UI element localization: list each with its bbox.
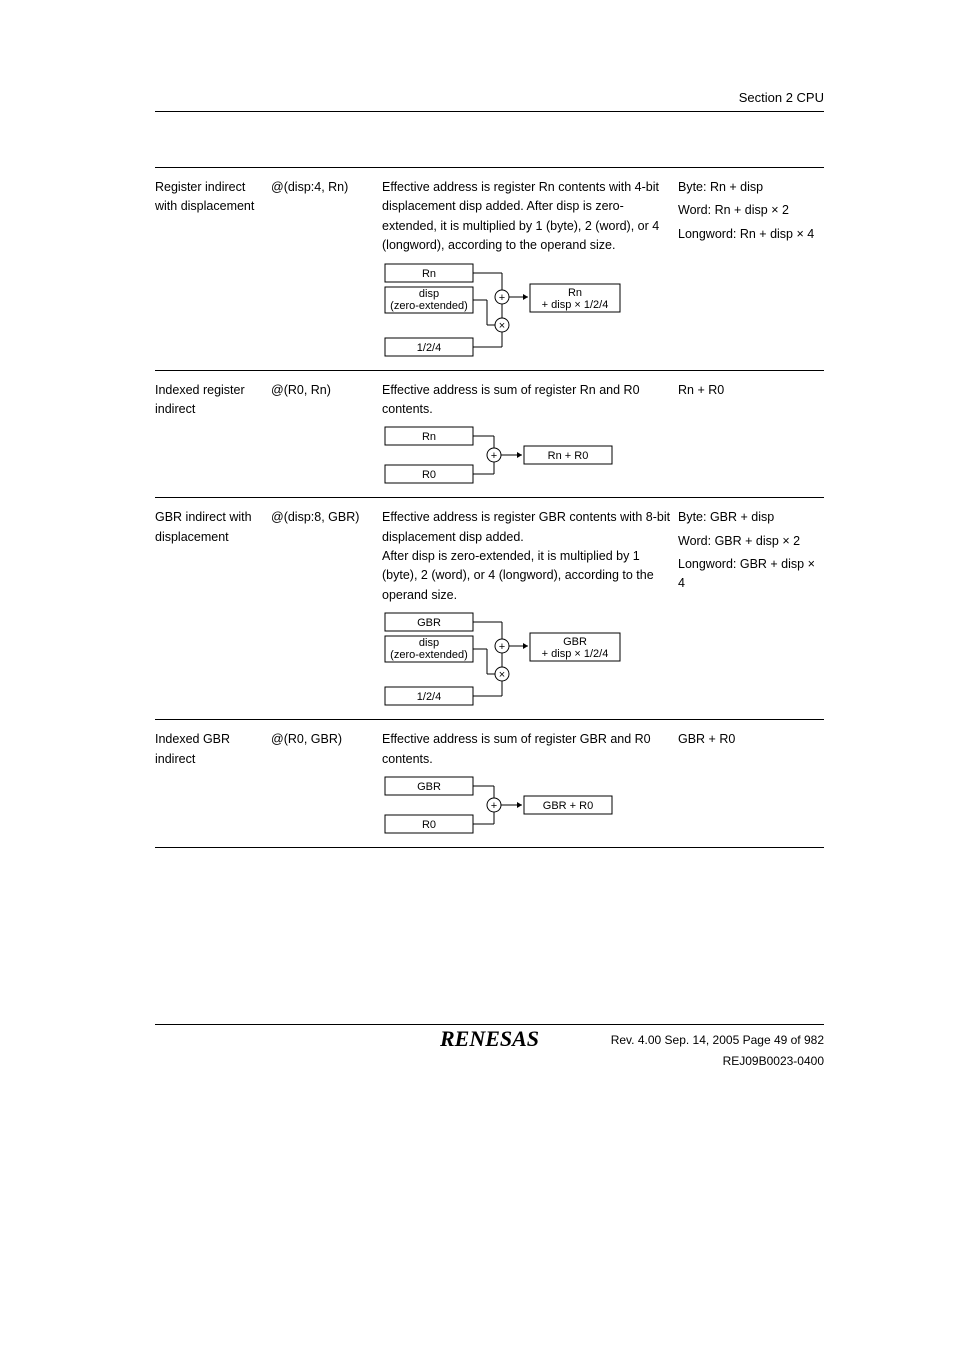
svg-text:+: + bbox=[499, 292, 505, 304]
calc-line: Longword: Rn + disp × 4 bbox=[678, 225, 818, 244]
diagram-disp-mult: GBR disp (zero-extended) 1/2/4 + × bbox=[382, 611, 632, 709]
ea-desc: Effective address is sum of register GBR… bbox=[382, 730, 672, 769]
svg-text:×: × bbox=[499, 320, 505, 332]
svg-text:×: × bbox=[499, 669, 505, 681]
diagram-disp-mult: Rn disp (zero-extended) 1/2/4 + × bbox=[382, 262, 632, 360]
svg-text:R0: R0 bbox=[422, 469, 436, 481]
addressing-modes-table: Register indirect with displacement @(di… bbox=[155, 167, 824, 848]
calc-line: Word: Rn + disp × 2 bbox=[678, 201, 818, 220]
ea-desc: Effective address is sum of register Rn … bbox=[382, 381, 672, 420]
format-cell: @(R0, Rn) bbox=[271, 370, 382, 498]
ea-desc: Effective address is register Rn content… bbox=[382, 178, 672, 256]
mode-cell: GBR indirect with displacement bbox=[155, 498, 271, 720]
svg-text:Rn: Rn bbox=[422, 268, 436, 280]
calc-cell: Byte: Rn + disp Word: Rn + disp × 2 Long… bbox=[678, 168, 824, 371]
diagram-two-input: Rn R0 + Rn + R0 bbox=[382, 425, 622, 487]
svg-text:disp: disp bbox=[419, 637, 439, 649]
ea-cell: Effective address is register GBR conten… bbox=[382, 498, 678, 720]
page-footer: Rev. 4.00 Sep. 14, 2005 Page 49 of 982 R… bbox=[155, 1024, 824, 1071]
svg-text:(zero-extended): (zero-extended) bbox=[390, 649, 468, 661]
ea-cell: Effective address is sum of register GBR… bbox=[382, 720, 678, 848]
calc-line: GBR + R0 bbox=[678, 730, 818, 749]
calc-line: Byte: Rn + disp bbox=[678, 178, 818, 197]
calc-line: Word: GBR + disp × 2 bbox=[678, 532, 818, 551]
format-cell: @(disp:4, Rn) bbox=[271, 168, 382, 371]
svg-text:Rn: Rn bbox=[568, 287, 582, 299]
ea-desc: Effective address is register GBR conten… bbox=[382, 508, 672, 605]
svg-text:+: + bbox=[491, 800, 497, 812]
calc-cell: GBR + R0 bbox=[678, 720, 824, 848]
ea-cell: Effective address is register Rn content… bbox=[382, 168, 678, 371]
svg-text:GBR: GBR bbox=[417, 617, 441, 629]
svg-text:GBR: GBR bbox=[563, 636, 587, 648]
svg-text:1/2/4: 1/2/4 bbox=[417, 342, 441, 354]
svg-text:GBR + R0: GBR + R0 bbox=[543, 800, 593, 812]
header-rule: Section 2 CPU bbox=[155, 90, 824, 112]
calc-cell: Byte: GBR + disp Word: GBR + disp × 2 Lo… bbox=[678, 498, 824, 720]
calc-line: Byte: GBR + disp bbox=[678, 508, 818, 527]
table-row: Indexed register indirect @(R0, Rn) Effe… bbox=[155, 370, 824, 498]
svg-text:+ disp × 1/2/4: + disp × 1/2/4 bbox=[542, 299, 609, 311]
ea-cell: Effective address is sum of register Rn … bbox=[382, 370, 678, 498]
page: Section 2 CPU Register indirect with dis… bbox=[0, 0, 954, 1351]
table-row: Indexed GBR indirect @(R0, GBR) Effectiv… bbox=[155, 720, 824, 848]
footer-docid: REJ09B0023-0400 bbox=[155, 1052, 824, 1071]
svg-text:+ disp × 1/2/4: + disp × 1/2/4 bbox=[542, 648, 609, 660]
mode-cell: Indexed GBR indirect bbox=[155, 720, 271, 848]
mode-cell: Indexed register indirect bbox=[155, 370, 271, 498]
svg-text:disp: disp bbox=[419, 288, 439, 300]
table-row: Register indirect with displacement @(di… bbox=[155, 168, 824, 371]
section-label: Section 2 CPU bbox=[155, 90, 824, 111]
format-cell: @(R0, GBR) bbox=[271, 720, 382, 848]
svg-text:R0: R0 bbox=[422, 819, 436, 831]
calc-line: Rn + R0 bbox=[678, 381, 818, 400]
diagram-two-input: GBR R0 + GBR + R0 bbox=[382, 775, 622, 837]
svg-text:1/2/4: 1/2/4 bbox=[417, 691, 441, 703]
svg-text:+: + bbox=[491, 450, 497, 462]
format-cell: @(disp:8, GBR) bbox=[271, 498, 382, 720]
svg-text:(zero-extended): (zero-extended) bbox=[390, 300, 468, 312]
mode-cell: Register indirect with displacement bbox=[155, 168, 271, 371]
table-row: GBR indirect with displacement @(disp:8,… bbox=[155, 498, 824, 720]
svg-text:Rn: Rn bbox=[422, 431, 436, 443]
svg-text:GBR: GBR bbox=[417, 781, 441, 793]
calc-cell: Rn + R0 bbox=[678, 370, 824, 498]
calc-line: Longword: GBR + disp × 4 bbox=[678, 555, 818, 594]
svg-text:+: + bbox=[499, 641, 505, 653]
svg-text:Rn + R0: Rn + R0 bbox=[548, 450, 589, 462]
